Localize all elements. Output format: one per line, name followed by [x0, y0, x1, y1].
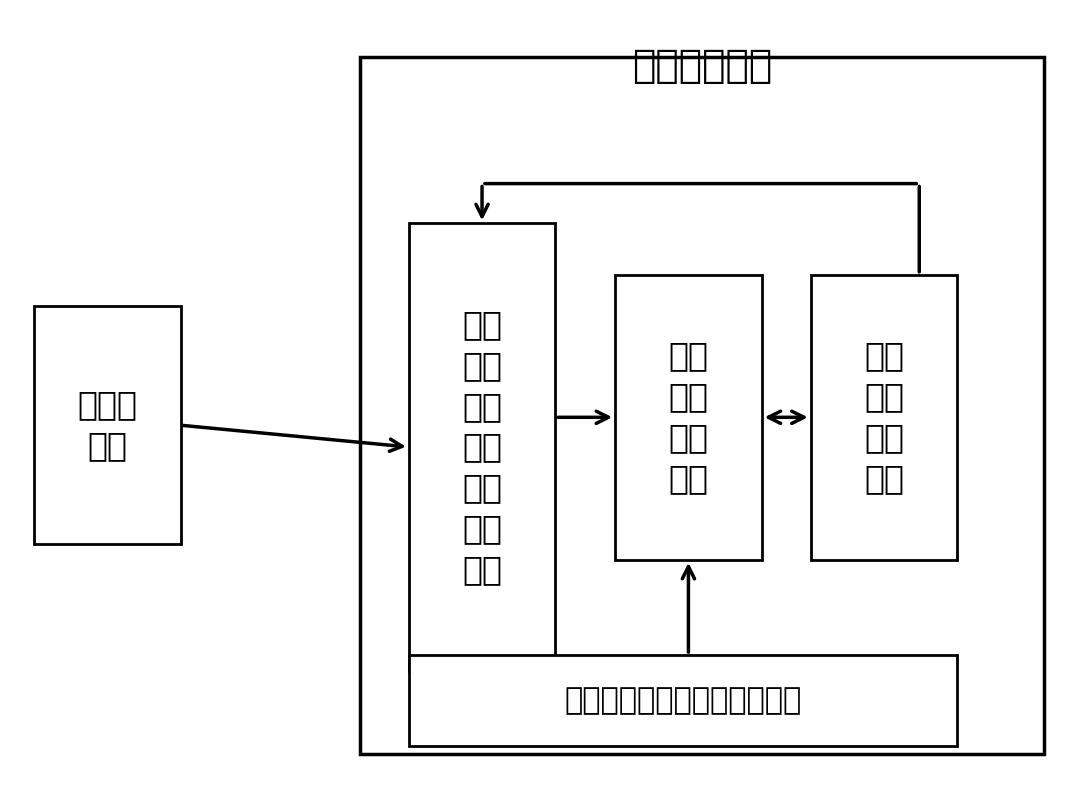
Text: 图像采
集器: 图像采 集器 — [77, 388, 137, 462]
Bar — [359, 57, 1044, 754]
Bar — [408, 655, 957, 746]
Bar — [34, 306, 181, 544]
Bar — [408, 223, 555, 671]
Bar — [615, 275, 761, 560]
Text: 路径模型和目标函数构建模块: 路径模型和目标函数构建模块 — [564, 686, 802, 715]
Text: 狼群
算法
执行
模块: 狼群 算法 执行 模块 — [669, 339, 709, 495]
Text: 路径规划模块: 路径规划模块 — [632, 47, 772, 84]
Text: 狼群
算法
参数
输入
和初
始化
模块: 狼群 算法 参数 输入 和初 始化 模块 — [462, 308, 502, 586]
Text: 最优
路径
判断
模块: 最优 路径 判断 模块 — [864, 339, 904, 495]
Bar — [810, 275, 957, 560]
